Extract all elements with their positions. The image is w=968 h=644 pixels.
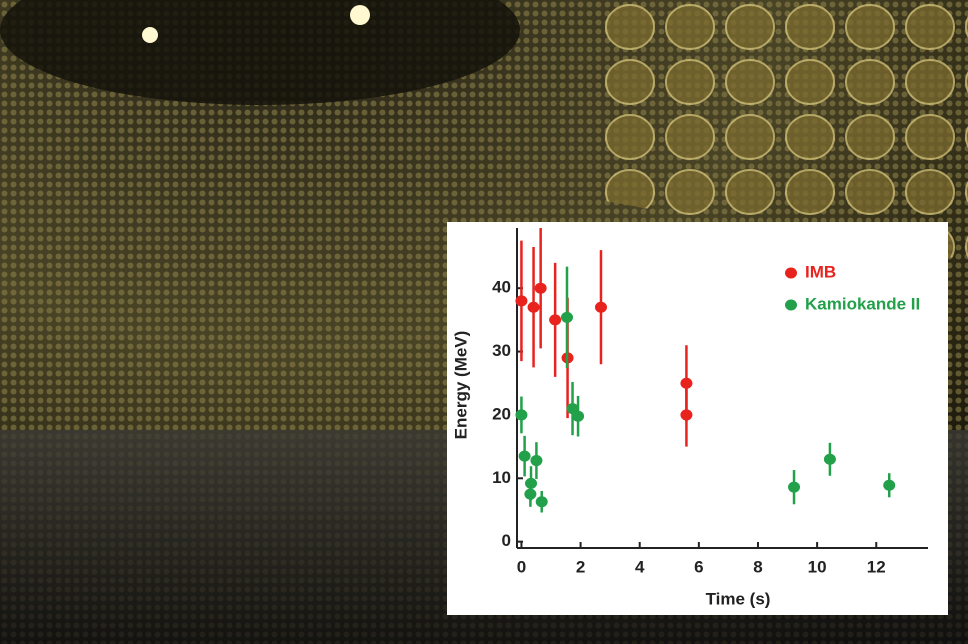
y-axis-label: Energy (MeV)	[451, 331, 470, 440]
legend-label: Kamiokande II	[805, 294, 920, 313]
point	[528, 302, 540, 313]
point	[824, 454, 836, 465]
point	[788, 482, 800, 493]
point	[535, 283, 547, 294]
point	[883, 480, 895, 491]
legend-marker	[785, 268, 797, 279]
photo-light	[350, 5, 370, 25]
point	[530, 455, 542, 466]
x-tick-label: 12	[867, 557, 886, 576]
point	[680, 409, 692, 420]
point	[525, 478, 537, 489]
x-tick-label: 6	[694, 557, 703, 576]
y-tick-label: 20	[492, 404, 511, 423]
x-tick-label: 10	[808, 557, 827, 576]
point	[572, 411, 584, 422]
y-tick-label: 0	[502, 531, 511, 550]
y-tick-label: 30	[492, 341, 511, 360]
legend-label: IMB	[805, 262, 836, 281]
screenshot: Time (s) Energy (MeV) 0 10 20 30 40 0 2 4 6 8 10 12…	[0, 0, 968, 644]
legend-marker	[785, 300, 797, 311]
x-axis-label: Time (s)	[706, 589, 771, 608]
x-tick-label: 8	[753, 557, 762, 576]
y-tick-label: 40	[492, 278, 511, 297]
point	[561, 312, 573, 323]
point	[515, 295, 527, 306]
photo-light	[142, 27, 158, 43]
point	[519, 451, 531, 462]
y-tick-label: 10	[492, 468, 511, 487]
point	[549, 314, 561, 325]
point	[595, 302, 607, 313]
point	[536, 496, 548, 507]
x-tick-label: 4	[635, 557, 645, 576]
x-tick-label: 0	[517, 557, 526, 576]
point	[515, 409, 527, 420]
x-tick-label: 2	[576, 557, 585, 576]
